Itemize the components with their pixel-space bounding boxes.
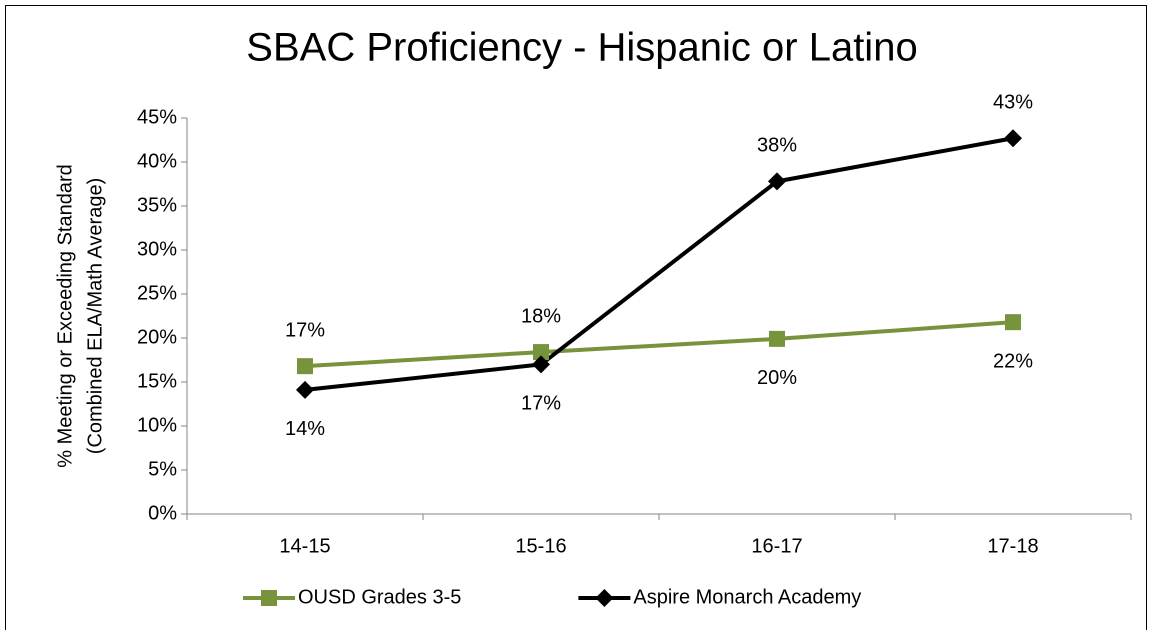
y-tick-label: 15% — [137, 370, 177, 392]
y-tick-label: 45% — [137, 106, 177, 128]
data-label: 18% — [521, 305, 561, 327]
y-tick-label: 35% — [137, 194, 177, 216]
legend-label: Aspire Monarch Academy — [633, 586, 861, 608]
y-tick-label: 30% — [137, 238, 177, 260]
data-label: 43% — [993, 92, 1033, 114]
marker — [768, 172, 786, 191]
data-label: 22% — [993, 350, 1033, 372]
marker — [1004, 129, 1022, 148]
data-label: 14% — [285, 418, 325, 440]
chart-border — [5, 5, 1147, 630]
series-line — [304, 136, 1014, 392]
chart-title: SBAC Proficiency - Hispanic or Latino — [246, 26, 917, 70]
data-label: 17% — [521, 393, 561, 415]
y-tick-label: 20% — [137, 326, 177, 348]
x-tick-label: 16-17 — [751, 535, 802, 557]
marker — [297, 358, 313, 375]
data-label: 20% — [757, 367, 797, 389]
y-tick-label: 0% — [148, 502, 177, 524]
x-tick-label: 14-15 — [279, 535, 330, 557]
y-axis-label: (Combined ELA/Math Average) — [84, 178, 106, 454]
marker — [296, 380, 314, 399]
x-tick-label: 17-18 — [987, 535, 1038, 557]
marker — [533, 344, 549, 361]
series-line — [304, 320, 1014, 369]
x-tick-label: 15-16 — [515, 535, 566, 557]
legend-marker — [261, 590, 277, 606]
y-tick-label: 10% — [137, 414, 177, 436]
data-label: 38% — [757, 135, 797, 157]
marker — [769, 330, 785, 347]
legend-marker — [595, 589, 614, 607]
data-label: 17% — [285, 319, 325, 341]
y-axis-label: % Meeting or Exceeding Standard — [54, 164, 76, 468]
legend-label: OUSD Grades 3-5 — [298, 586, 461, 608]
y-tick-label: 40% — [137, 150, 177, 172]
marker — [1005, 314, 1021, 331]
y-tick-label: 25% — [137, 282, 177, 304]
y-tick-label: 5% — [148, 458, 177, 480]
marker — [532, 355, 550, 374]
